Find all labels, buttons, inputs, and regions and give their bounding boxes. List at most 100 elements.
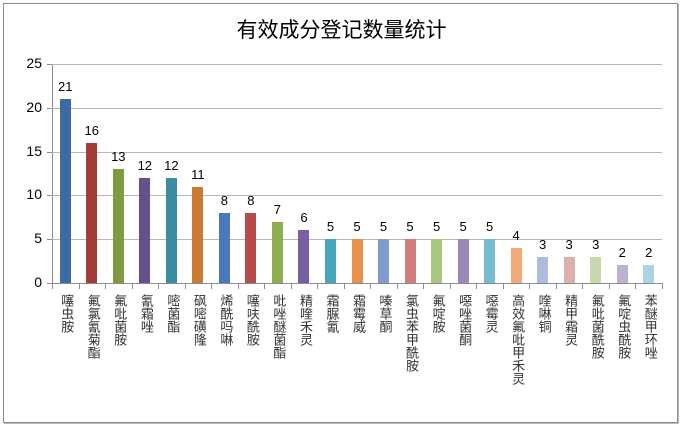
x-category-label: 噻呋酰胺 <box>243 294 259 346</box>
gridline <box>52 195 662 197</box>
bar <box>298 230 310 283</box>
bar-value-label: 11 <box>191 166 205 182</box>
y-tick-mark <box>47 107 52 109</box>
bar-value-label: 5 <box>485 219 494 235</box>
x-category-label: 氟吡菌酰胺 <box>588 294 604 359</box>
y-tick-mark <box>47 283 52 284</box>
bar-value-label: 7 <box>273 201 282 217</box>
x-tick-mark <box>370 283 372 289</box>
x-tick-mark <box>78 283 80 289</box>
bar-value-label: 5 <box>432 219 441 235</box>
x-tick-mark <box>211 283 213 289</box>
y-tick-label: 15 <box>26 142 42 159</box>
x-tick-mark <box>582 283 584 289</box>
bar-value-label: 16 <box>84 122 100 138</box>
bar <box>324 239 336 283</box>
bar <box>484 239 496 283</box>
x-tick-mark <box>131 283 133 289</box>
x-category-label: 氰霜唑 <box>137 294 153 333</box>
y-axis-line <box>52 64 53 283</box>
x-category-label: 氟啶虫酰胺 <box>615 294 631 359</box>
bar <box>139 177 151 283</box>
bar <box>112 169 124 283</box>
bar <box>590 256 602 283</box>
bar <box>165 177 177 283</box>
bar-value-label: 6 <box>300 210 308 226</box>
x-tick-mark <box>608 283 610 289</box>
x-tick-mark <box>635 283 637 289</box>
bar-value-label: 3 <box>539 236 547 252</box>
x-tick-mark <box>237 283 239 289</box>
x-tick-mark <box>555 283 557 289</box>
x-tick-mark <box>184 283 186 289</box>
bar-value-label: 5 <box>379 219 388 235</box>
x-category-label: 喹啉铜 <box>535 294 551 333</box>
bar-value-label: 8 <box>247 192 255 208</box>
chart-title: 有效成分登记数量统计 <box>236 18 447 42</box>
x-tick-mark <box>476 283 478 289</box>
x-category-label: 吡唑醚菌酯 <box>270 294 286 359</box>
bar <box>218 212 230 283</box>
x-tick-mark <box>502 283 504 289</box>
x-category-label: 噁霉灵 <box>482 294 498 333</box>
x-category-label: 噻虫胺 <box>58 294 74 333</box>
gridline <box>52 107 662 109</box>
bar <box>351 239 363 283</box>
x-category-label: 嘧菌酯 <box>164 294 180 333</box>
x-tick-mark <box>662 283 663 289</box>
x-category-label: 苯醚甲环唑 <box>641 294 657 359</box>
x-category-label: 霜霉威 <box>350 294 365 333</box>
bar <box>616 265 628 283</box>
bar <box>192 186 204 283</box>
bar-value-label: 4 <box>512 227 520 243</box>
x-tick-mark <box>105 283 107 289</box>
bar <box>271 221 283 283</box>
x-tick-mark <box>529 283 531 289</box>
bar-value-label: 2 <box>618 245 626 261</box>
x-category-label: 烯酰吗啉 <box>217 294 233 346</box>
bar <box>537 256 549 283</box>
bar <box>457 239 469 283</box>
bar <box>431 239 443 283</box>
y-tick-mark <box>47 151 52 153</box>
x-category-label: 精甲霜灵 <box>562 294 578 346</box>
bar-value-label: 13 <box>111 149 126 165</box>
x-category-label: 高效氟吡甲禾灵 <box>509 294 525 385</box>
bar-value-label: 8 <box>220 192 228 208</box>
x-category-label: 氟吡菌胺 <box>111 294 127 346</box>
bar-value-label: 3 <box>592 236 600 252</box>
x-tick-mark <box>449 283 451 289</box>
bar <box>404 239 416 283</box>
bar <box>563 256 575 283</box>
bar <box>59 99 71 283</box>
bar-value-label: 3 <box>565 236 573 252</box>
bar-value-label: 5 <box>406 219 414 235</box>
bar-value-label: 12 <box>137 157 153 173</box>
x-tick-mark <box>396 283 398 289</box>
x-axis-line <box>52 283 662 284</box>
x-category-label: 氯虫苯甲酰胺 <box>403 294 419 372</box>
x-category-label: 氟氯氰菊酯 <box>84 294 100 359</box>
bar-value-label: 5 <box>353 219 361 235</box>
bar <box>510 247 522 283</box>
y-tick-mark <box>47 239 52 241</box>
y-tick-label: 20 <box>26 98 42 115</box>
bar-value-label: 21 <box>58 79 73 95</box>
bar <box>378 239 390 283</box>
y-tick-mark <box>47 64 52 65</box>
bar-value-label: 2 <box>645 245 653 261</box>
x-category-label: 氟啶胺 <box>429 294 445 333</box>
x-category-label: 砜嘧磺隆 <box>190 294 206 346</box>
bar <box>86 142 98 283</box>
bar-value-label: 5 <box>459 219 467 235</box>
bar-value-label: 5 <box>326 219 335 235</box>
x-category-label: 嗪草酮 <box>376 294 392 333</box>
x-tick-mark <box>290 283 292 289</box>
gridline <box>52 64 662 65</box>
x-category-label: 噁唑菌酮 <box>456 294 472 346</box>
x-tick-mark <box>423 283 425 289</box>
bar <box>245 212 257 283</box>
gridline <box>52 151 662 153</box>
x-tick-mark <box>317 283 319 289</box>
x-category-label: 精喹禾灵 <box>296 294 312 346</box>
